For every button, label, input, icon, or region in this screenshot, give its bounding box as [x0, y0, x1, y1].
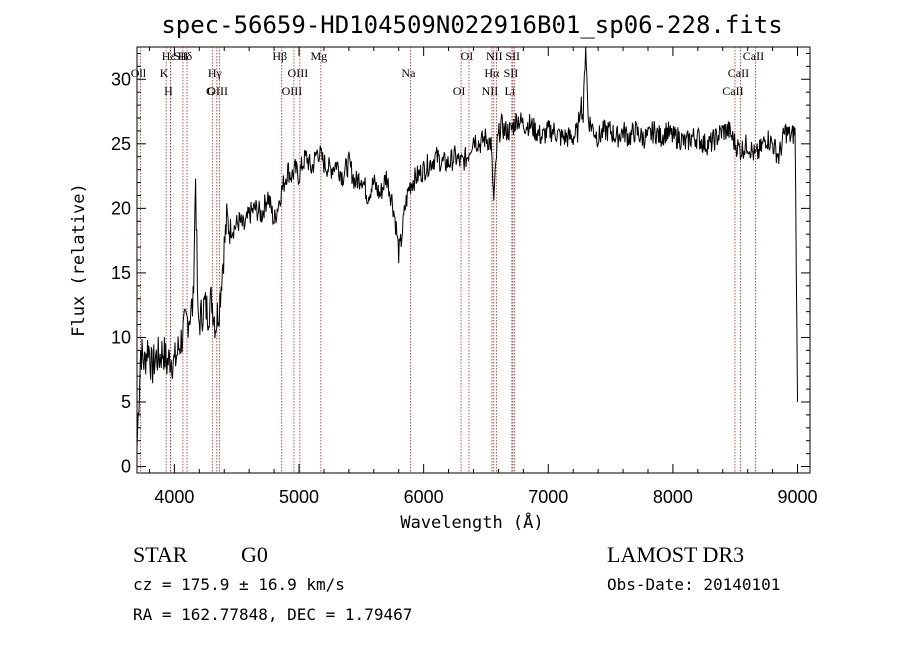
spectral-line-label: Oll — [131, 66, 147, 80]
spectral-line-label: Na — [401, 66, 416, 80]
y-tick-label: 25 — [111, 134, 131, 154]
survey-name: LAMOST DR3 — [607, 542, 744, 567]
spectral-line-label: H — [164, 84, 173, 98]
spectral-line-label: OI — [461, 49, 474, 63]
y-axis-label: Flux (relative) — [69, 183, 89, 337]
spectral-line-label: CaII — [743, 49, 764, 63]
spectrum-line — [136, 46, 798, 448]
x-tick-label: 7000 — [528, 487, 568, 507]
y-tick-label: 15 — [111, 263, 131, 283]
spectral-line-label: OIII — [282, 84, 303, 98]
spectral-line-label: K — [160, 66, 169, 80]
x-tick-label: 9000 — [778, 487, 818, 507]
spectral-line-label: G — [206, 84, 215, 98]
x-tick-label: 6000 — [404, 487, 444, 507]
axis-tick-labels: 4000 5000 6000 7000 8000 9000 0 5 10 15 20 25 30 — [111, 69, 818, 507]
spectral-line-label: Mg — [311, 49, 328, 63]
coordinates: RA = 162.77848, DEC = 1.79467 — [133, 605, 412, 624]
spectral-line-label: Hβ — [272, 49, 287, 63]
spectral-line-label: SII — [174, 49, 189, 63]
x-tick-label: 4000 — [154, 487, 194, 507]
y-tick-label: 30 — [111, 69, 131, 89]
chart-title: spec-56659-HD104509N022916B01_sp06-228.f… — [161, 11, 782, 39]
subclass: G0 — [241, 542, 268, 567]
plot-frame — [136, 46, 811, 474]
axis-ticks — [137, 47, 810, 473]
obs-date: Obs-Date: 20140101 — [607, 575, 780, 594]
spectral-line-label: Li — [505, 84, 516, 98]
y-tick-label: 20 — [111, 198, 131, 218]
spectral-line-label: OIII — [207, 84, 228, 98]
spectral-line-label: SII — [504, 66, 519, 80]
spectral-line-label: Hγ — [208, 66, 223, 80]
spectral-line-label: OIII — [288, 66, 309, 80]
spectral-line-labels: HδOllOIIIHεKHSIIHγGHβOIIIOIIIMgNaOIOIHαN… — [131, 49, 764, 98]
spectral-line-label: OI — [453, 84, 466, 98]
spectral-line-label: NII — [482, 84, 499, 98]
redshift-value: cz = 175.9 ± 16.9 km/s — [133, 575, 345, 594]
x-tick-label: 8000 — [653, 487, 693, 507]
spectral-line-label: NII — [486, 49, 503, 63]
spectral-line-label: SII — [505, 49, 520, 63]
object-class: STAR — [133, 542, 188, 567]
spectral-line-label: Hα — [484, 66, 500, 80]
spectral-line-label: CaII — [728, 66, 749, 80]
x-tick-label: 5000 — [279, 487, 319, 507]
spectral-line-label: Hε — [162, 49, 176, 63]
spectral-line-markers — [139, 47, 756, 473]
y-tick-label: 0 — [121, 457, 131, 477]
x-axis-label: Wavelength (Å) — [400, 511, 543, 533]
spectral-line-label: CaII — [722, 84, 743, 98]
spectral-line-label: Hδ — [178, 49, 193, 63]
y-tick-label: 5 — [121, 392, 131, 412]
y-tick-label: 10 — [111, 327, 131, 347]
